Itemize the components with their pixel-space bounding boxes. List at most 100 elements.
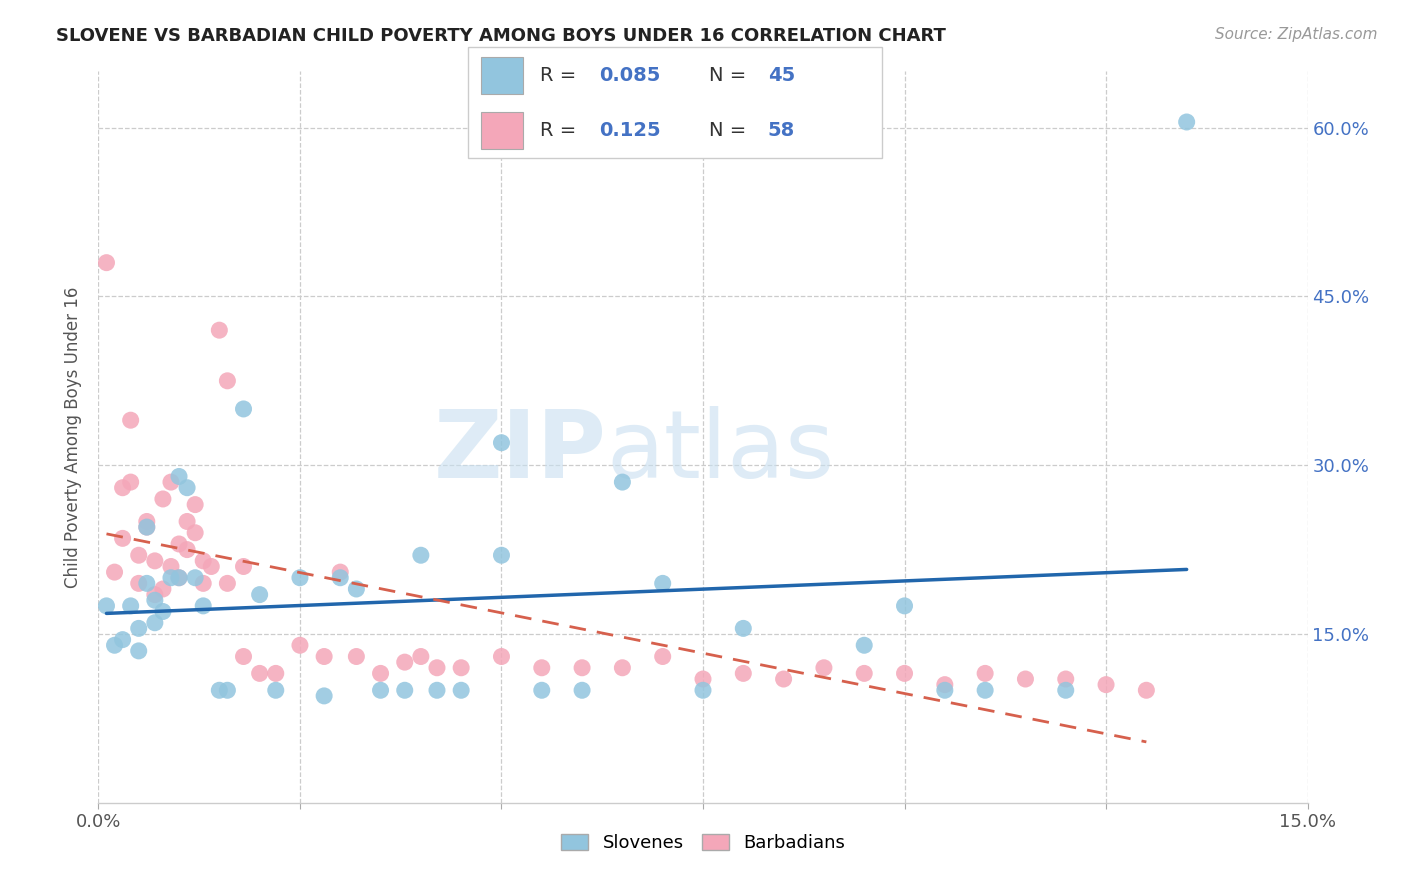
Point — [853, 666, 876, 681]
Text: 0.125: 0.125 — [599, 121, 661, 140]
Point — [426, 661, 449, 675]
Point — [103, 565, 125, 579]
Point — [176, 515, 198, 529]
Point — [128, 576, 150, 591]
Point — [135, 576, 157, 591]
Bar — [481, 112, 523, 149]
Point — [232, 649, 254, 664]
Point — [934, 678, 956, 692]
Point — [409, 649, 432, 664]
Point — [193, 599, 215, 613]
Point — [491, 649, 513, 664]
Point — [314, 649, 336, 664]
Point — [143, 615, 166, 630]
Point — [152, 605, 174, 619]
Point — [120, 599, 142, 613]
Point — [370, 666, 392, 681]
Point — [208, 323, 231, 337]
Point — [651, 649, 673, 664]
Point — [813, 661, 835, 675]
Point — [491, 548, 513, 562]
Point — [264, 683, 287, 698]
Point — [314, 689, 336, 703]
Point — [120, 413, 142, 427]
Point — [111, 481, 134, 495]
Point — [893, 666, 915, 681]
Point — [143, 588, 166, 602]
Point — [160, 475, 183, 489]
Point — [217, 683, 239, 698]
Point — [176, 481, 198, 495]
Point — [184, 571, 207, 585]
Point — [329, 565, 352, 579]
Point — [264, 666, 287, 681]
Point — [167, 571, 190, 585]
Point — [1175, 115, 1198, 129]
Text: N =: N = — [709, 66, 752, 86]
Point — [344, 649, 367, 664]
Point — [152, 582, 174, 596]
Point — [853, 638, 876, 652]
Point — [143, 554, 166, 568]
Text: atlas: atlas — [606, 406, 835, 498]
Point — [200, 559, 222, 574]
Text: SLOVENE VS BARBADIAN CHILD POVERTY AMONG BOYS UNDER 16 CORRELATION CHART: SLOVENE VS BARBADIAN CHILD POVERTY AMONG… — [56, 27, 946, 45]
Bar — [481, 57, 523, 95]
Text: R =: R = — [540, 121, 589, 140]
Point — [193, 554, 215, 568]
Point — [571, 683, 593, 698]
Point — [394, 655, 416, 669]
Point — [974, 666, 997, 681]
Point — [1054, 683, 1077, 698]
Y-axis label: Child Poverty Among Boys Under 16: Child Poverty Among Boys Under 16 — [65, 286, 83, 588]
Point — [1014, 672, 1036, 686]
Point — [160, 571, 183, 585]
Point — [167, 571, 190, 585]
Point — [120, 475, 142, 489]
Text: N =: N = — [709, 121, 752, 140]
Point — [249, 666, 271, 681]
Point — [128, 548, 150, 562]
Point — [409, 548, 432, 562]
Point — [329, 571, 352, 585]
Point — [934, 683, 956, 698]
Point — [571, 661, 593, 675]
Point — [152, 491, 174, 506]
Point — [184, 525, 207, 540]
Text: 0.085: 0.085 — [599, 66, 661, 86]
Point — [344, 582, 367, 596]
Point — [135, 520, 157, 534]
Point — [96, 599, 118, 613]
Point — [135, 520, 157, 534]
Point — [1054, 672, 1077, 686]
Point — [111, 632, 134, 647]
Point — [692, 683, 714, 698]
Point — [167, 469, 190, 483]
Point — [232, 401, 254, 416]
Point — [772, 672, 794, 686]
Point — [217, 576, 239, 591]
Legend: Slovenes, Barbadians: Slovenes, Barbadians — [554, 827, 852, 860]
Text: ZIP: ZIP — [433, 406, 606, 498]
Point — [370, 683, 392, 698]
Point — [103, 638, 125, 652]
Point — [135, 515, 157, 529]
Point — [612, 475, 634, 489]
Point — [733, 621, 755, 635]
Point — [167, 537, 190, 551]
Point — [288, 571, 311, 585]
Point — [208, 683, 231, 698]
Point — [232, 559, 254, 574]
Point — [1135, 683, 1157, 698]
Point — [530, 661, 553, 675]
Point — [128, 644, 150, 658]
Text: R =: R = — [540, 66, 582, 86]
Point — [530, 683, 553, 698]
Point — [692, 672, 714, 686]
Point — [288, 638, 311, 652]
FancyBboxPatch shape — [468, 47, 882, 158]
Point — [450, 661, 472, 675]
Point — [1095, 678, 1118, 692]
Point — [184, 498, 207, 512]
Point — [249, 588, 271, 602]
